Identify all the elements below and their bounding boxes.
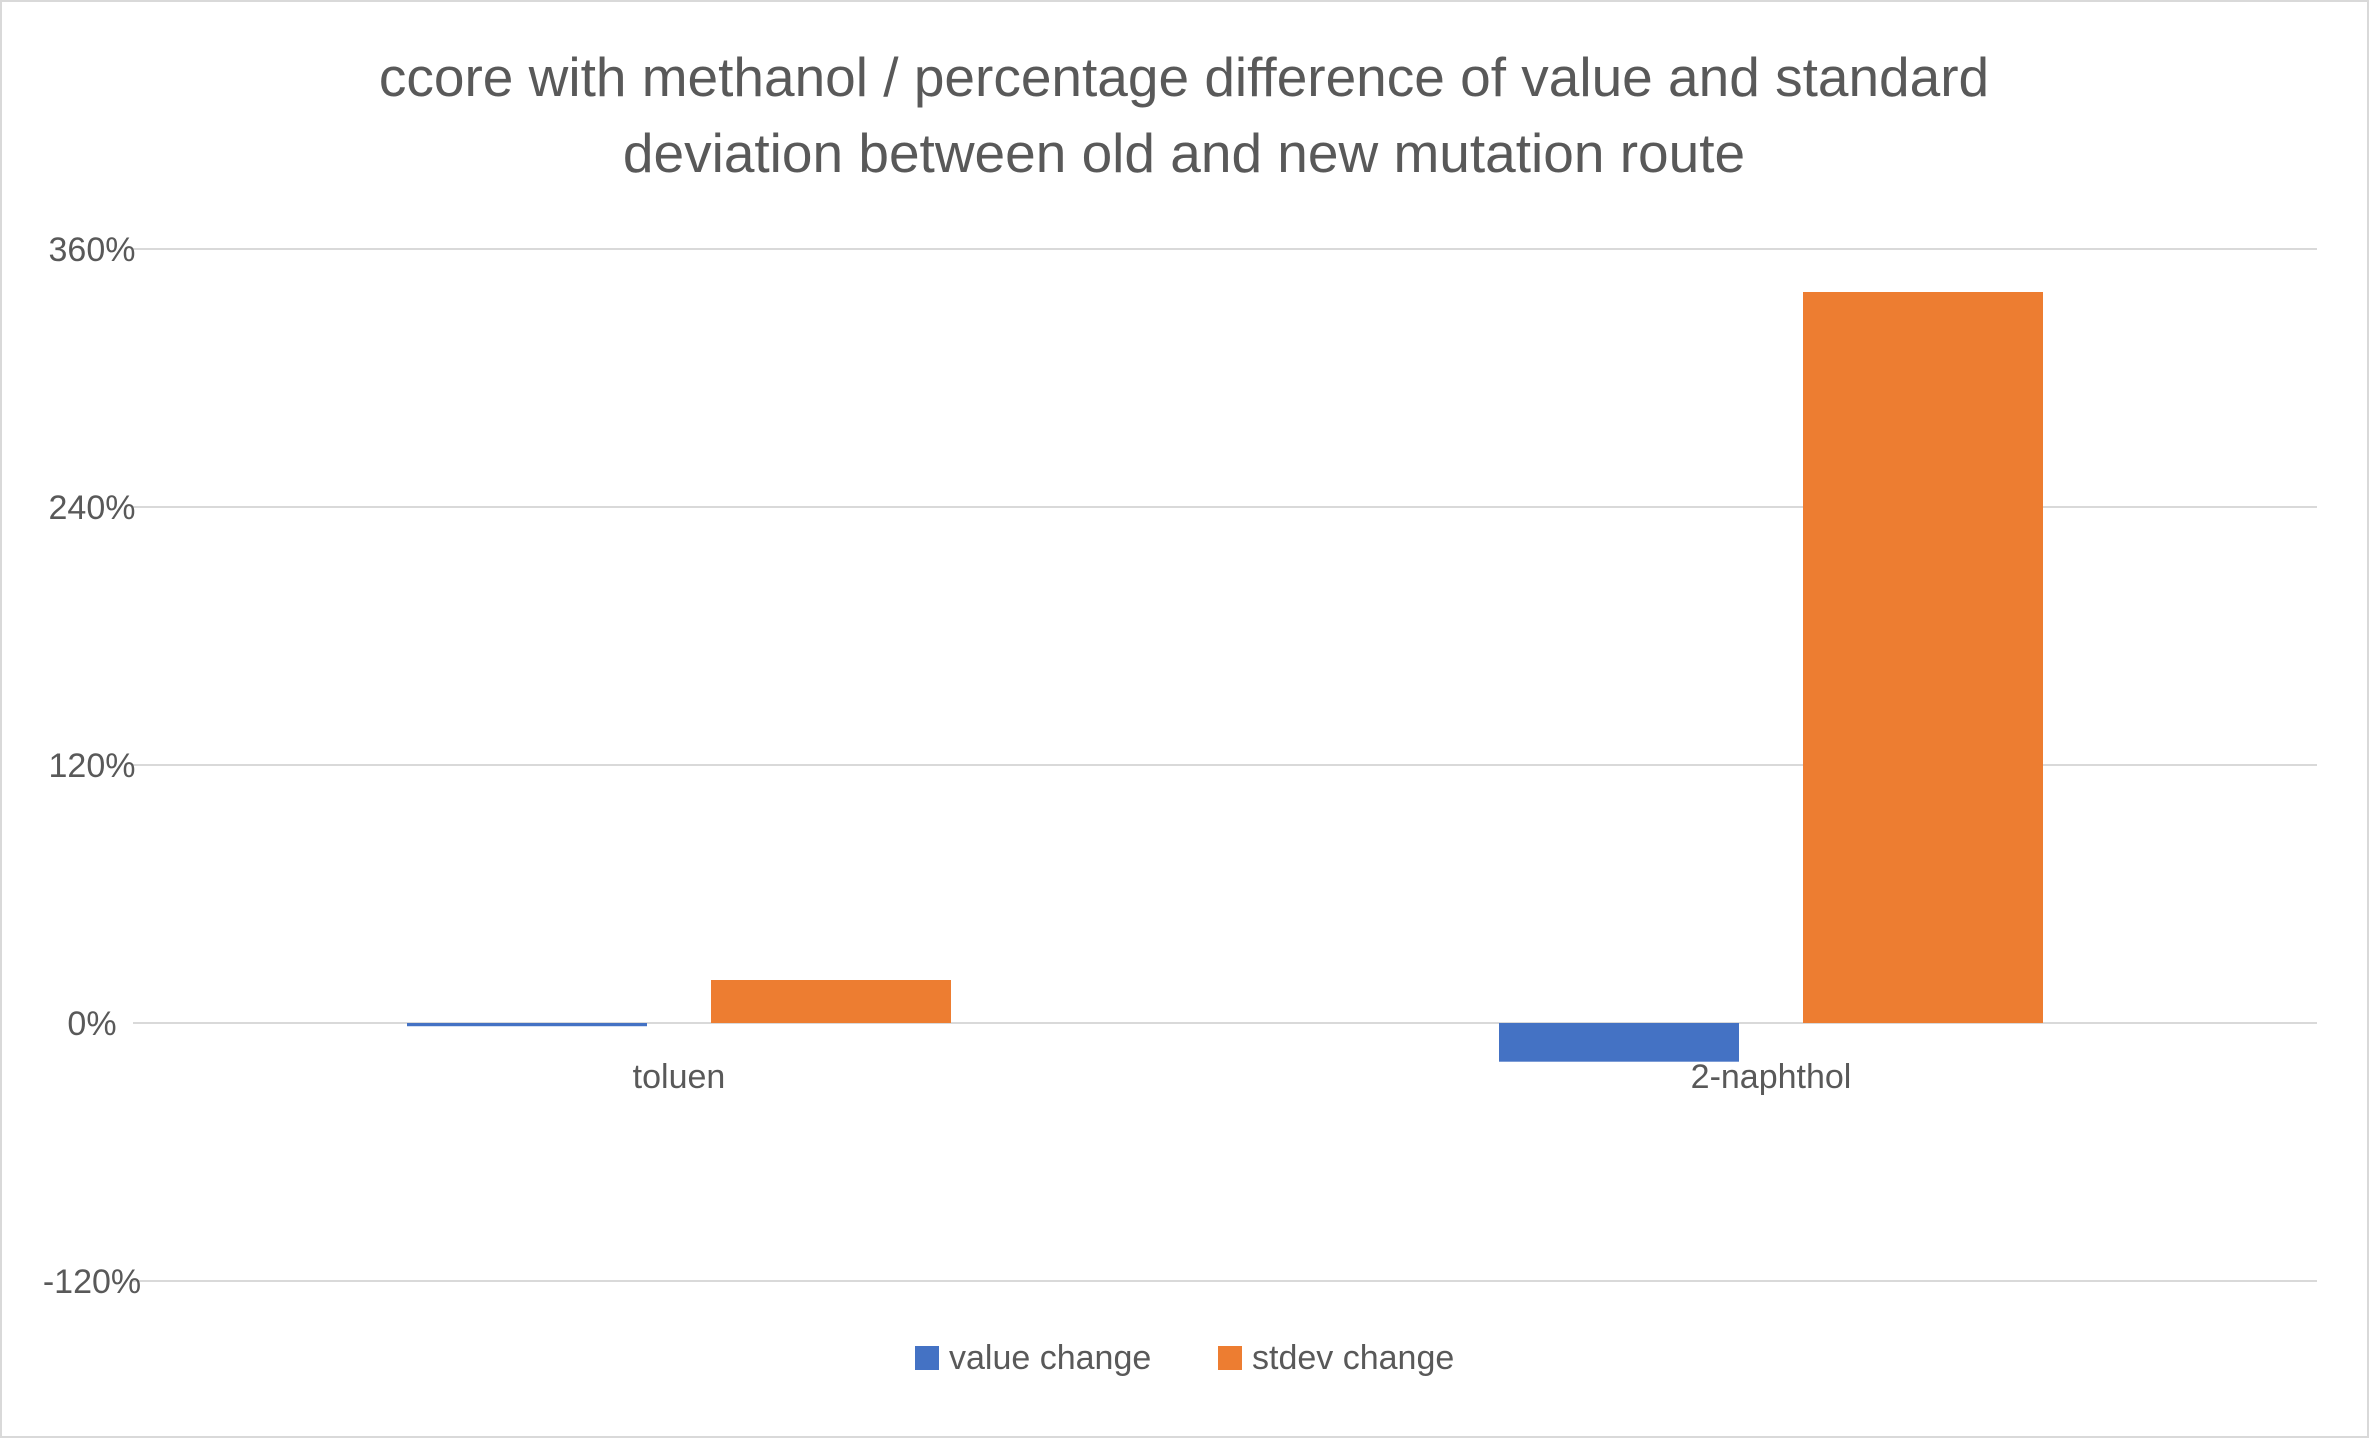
bar-stdev-change-2-naphthol [1803,292,2043,1023]
legend-swatch-stdev-change [1218,1346,1242,1370]
y-tick-label: 120% [49,747,136,785]
legend-label-value-change: value change [949,1339,1151,1377]
y-tick-label: 360% [49,231,136,269]
y-axis-tick-labels: 360% 240% 120% 0% -120% [43,231,141,1301]
bar-value-change-2-naphthol [1499,1023,1739,1062]
y-tick-label: -120% [43,1263,141,1301]
bar-stdev-change-toluen [711,980,951,1023]
chart-title: ccore with methanol / percentage differe… [379,46,1989,184]
legend-label-stdev-change: stdev change [1252,1339,1454,1377]
chart-title-line-2: deviation between old and new mutation r… [623,122,1745,184]
bar-value-change-toluen [407,1023,647,1027]
chart-title-line-1: ccore with methanol / percentage differe… [379,46,1989,108]
y-tick-label: 0% [67,1005,116,1043]
y-tick-label: 240% [49,489,136,527]
x-axis-category-labels: toluen 2-naphthol [633,1058,1852,1096]
x-category-label: toluen [633,1058,726,1096]
legend: value change stdev change [915,1339,1454,1377]
x-category-label: 2-naphthol [1691,1058,1852,1096]
bars [407,292,2043,1062]
legend-swatch-value-change [915,1346,939,1370]
